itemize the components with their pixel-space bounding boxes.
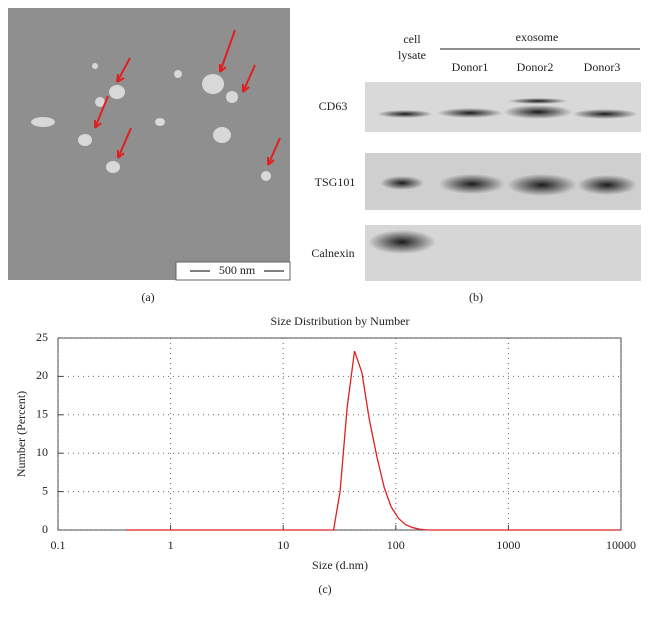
panel-caption: (b) bbox=[469, 290, 483, 304]
y-tick-label: 10 bbox=[36, 445, 48, 459]
x-axis-label: Size (d.nm) bbox=[312, 558, 368, 572]
y-tick-label: 25 bbox=[36, 330, 48, 344]
blot bbox=[365, 48, 641, 281]
x-tick-label: 10000 bbox=[606, 538, 636, 552]
plot-frame bbox=[57, 337, 622, 531]
data-line bbox=[125, 350, 621, 531]
y-tick-label: 15 bbox=[36, 407, 48, 421]
x-tick-label: 100 bbox=[387, 538, 405, 552]
y-tick-label: 5 bbox=[42, 483, 48, 497]
row-label: CD63 bbox=[319, 99, 348, 113]
y-tick-label: 20 bbox=[36, 368, 48, 382]
chart-title: Size Distribution by Number bbox=[271, 314, 410, 328]
x-tick-label: 1000 bbox=[496, 538, 520, 552]
x-tick-label: 0.1 bbox=[51, 538, 66, 552]
tem-image bbox=[8, 8, 291, 281]
column-group-label: exosome bbox=[516, 30, 559, 44]
column-label: Donor1 bbox=[452, 60, 489, 74]
panel-caption: (a) bbox=[141, 290, 154, 304]
x-tick-label: 10 bbox=[277, 538, 289, 552]
y-tick-label: 0 bbox=[42, 522, 48, 536]
scale-bar-label: 500 nm bbox=[219, 263, 256, 277]
y-axis-label: Number (Percent) bbox=[14, 391, 28, 477]
column-label: Donor2 bbox=[517, 60, 554, 74]
panel-caption: (c) bbox=[318, 582, 331, 596]
x-tick-label: 1 bbox=[168, 538, 174, 552]
row-label: TSG101 bbox=[315, 175, 356, 189]
column-label: Donor3 bbox=[584, 60, 621, 74]
row-label: Calnexin bbox=[311, 246, 354, 260]
column-label: cell lysate bbox=[398, 32, 426, 62]
